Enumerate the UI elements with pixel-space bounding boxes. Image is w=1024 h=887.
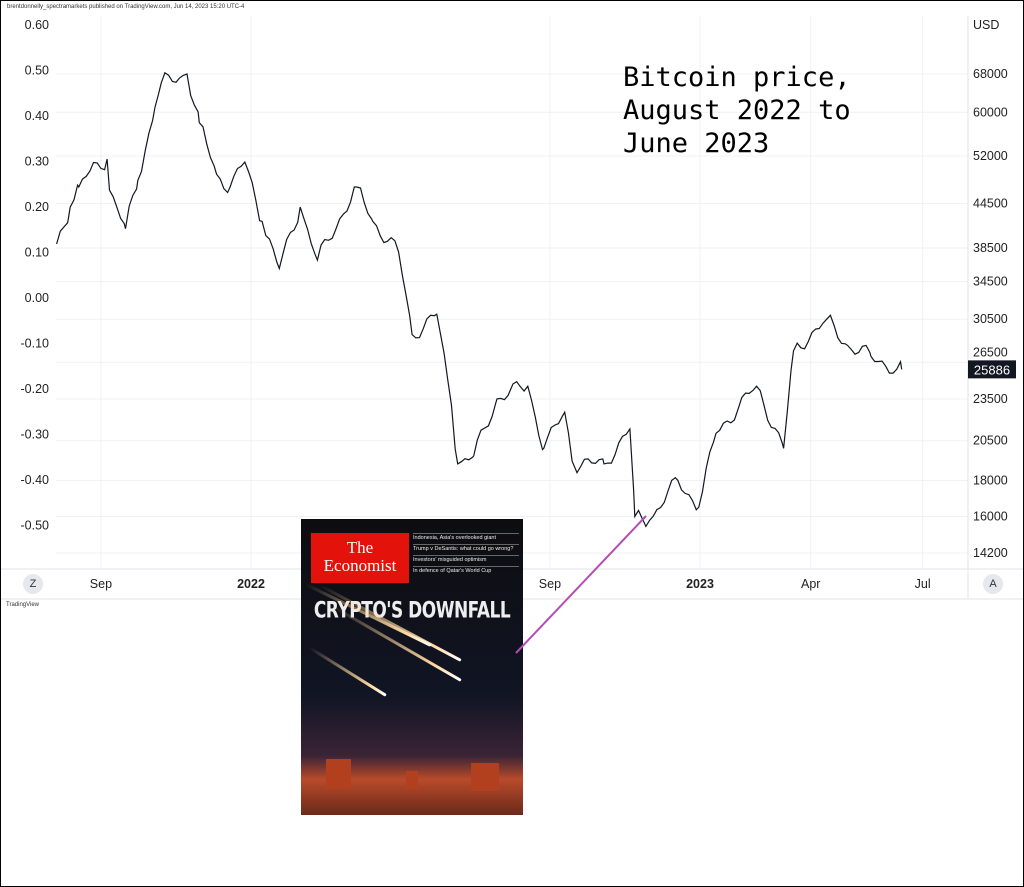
right-axis-tick: 34500 xyxy=(973,275,1008,289)
zoom-button[interactable]: Z xyxy=(23,574,43,594)
tradingview-logo: TradingView xyxy=(6,602,40,608)
left-axis-tick: 0.60 xyxy=(25,18,49,32)
chart-annotation-title: Bitcoin price, August 2022 to June 2023 xyxy=(623,62,851,159)
left-axis-tick: -0.30 xyxy=(21,428,50,442)
cover-headline: In defence of Qatar's World Cup xyxy=(413,566,519,576)
last-price-badge xyxy=(968,360,1016,379)
currency-label: USD xyxy=(973,18,999,32)
left-axis-tick: -0.50 xyxy=(21,519,50,533)
meteor-streak xyxy=(308,646,387,697)
left-axis-tick: -0.10 xyxy=(21,337,50,351)
left-axis-tick: -0.20 xyxy=(21,382,50,396)
left-axis-tick: 0.10 xyxy=(25,246,49,260)
price-line xyxy=(56,71,903,528)
plot-background xyxy=(1,1,1023,601)
left-axis-tick: 0.40 xyxy=(25,109,49,123)
economist-logo: The Economist xyxy=(311,533,409,583)
right-axis-tick: 60000 xyxy=(973,105,1008,119)
right-axis-tick: 44500 xyxy=(973,197,1008,211)
right-axis-tick: 30500 xyxy=(973,312,1008,326)
x-axis-tick: Sep xyxy=(539,577,561,591)
price-chart[interactable]: 68000 60000 52000 44500 38500 34500 30500 26500… xyxy=(1,1,1023,601)
cover-headline: Investors' misguided optimism xyxy=(413,555,519,565)
economist-cover-image: The Economist Indonesia, Asia's overlook… xyxy=(301,519,523,815)
x-axis-tick: Jul xyxy=(915,577,931,591)
x-axis-tick: Apr xyxy=(801,577,820,591)
left-axis-tick: 0.30 xyxy=(25,155,49,169)
right-axis-tick: 23500 xyxy=(973,392,1008,406)
mesa xyxy=(326,759,351,789)
right-axis-tick: 16000 xyxy=(973,510,1008,524)
mesa xyxy=(406,771,418,789)
right-axis-tick: 38500 xyxy=(973,241,1008,255)
x-axis-tick: 2022 xyxy=(237,577,265,591)
auto-scale-button[interactable]: A xyxy=(983,574,1003,594)
mesa xyxy=(471,763,499,791)
left-axis-tick: 0.50 xyxy=(25,64,49,78)
right-axis-tick: 52000 xyxy=(973,149,1008,163)
publisher-note: brentdonnelly_spectramarkets published o… xyxy=(7,4,245,10)
last-price-label: 25886 xyxy=(974,362,1010,377)
left-axis-tick: -0.40 xyxy=(21,473,50,487)
right-axis-tick: 20500 xyxy=(973,434,1008,448)
left-axis-tick: 0.20 xyxy=(25,200,49,214)
x-axis-tick: Sep xyxy=(90,577,112,591)
x-axis-tick: 2023 xyxy=(686,577,714,591)
right-axis-tick: 26500 xyxy=(973,345,1008,359)
left-axis-tick: 0.00 xyxy=(25,291,49,305)
right-axis-tick: 68000 xyxy=(973,67,1008,81)
cover-main-headline: CRYPTO'S DOWNFALL xyxy=(313,598,511,624)
cover-headline: Trump v DeSantis: what could go wrong? xyxy=(413,544,519,554)
cover-headline: Indonesia, Asia's overlooked giant xyxy=(413,533,519,543)
right-axis-tick: 14200 xyxy=(973,546,1008,560)
right-axis-tick: 18000 xyxy=(973,473,1008,487)
